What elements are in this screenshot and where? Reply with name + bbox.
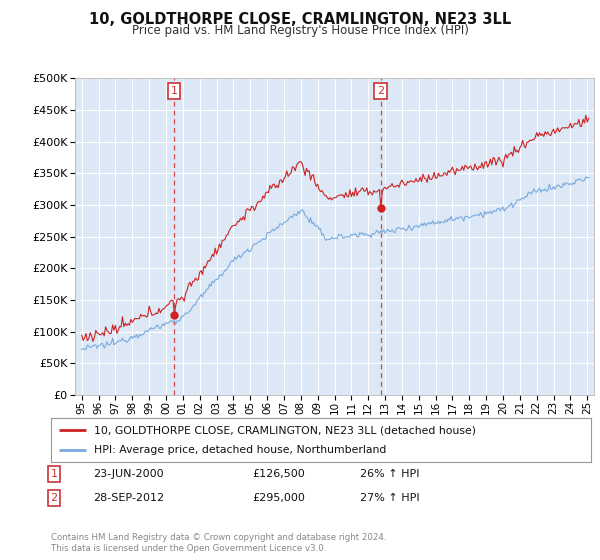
Text: 26% ↑ HPI: 26% ↑ HPI [360,469,419,479]
Text: 28-SEP-2012: 28-SEP-2012 [93,493,164,503]
Text: 1: 1 [50,469,58,479]
Text: 10, GOLDTHORPE CLOSE, CRAMLINGTON, NE23 3LL: 10, GOLDTHORPE CLOSE, CRAMLINGTON, NE23 … [89,12,511,27]
Text: 2: 2 [50,493,58,503]
Text: HPI: Average price, detached house, Northumberland: HPI: Average price, detached house, Nort… [94,445,386,455]
Text: 27% ↑ HPI: 27% ↑ HPI [360,493,419,503]
Text: £126,500: £126,500 [252,469,305,479]
Text: 1: 1 [170,86,178,96]
Text: Price paid vs. HM Land Registry's House Price Index (HPI): Price paid vs. HM Land Registry's House … [131,24,469,36]
Text: 2: 2 [377,86,385,96]
Text: 23-JUN-2000: 23-JUN-2000 [93,469,164,479]
Text: 10, GOLDTHORPE CLOSE, CRAMLINGTON, NE23 3LL (detached house): 10, GOLDTHORPE CLOSE, CRAMLINGTON, NE23 … [94,425,476,435]
Text: £295,000: £295,000 [252,493,305,503]
Text: Contains HM Land Registry data © Crown copyright and database right 2024.
This d: Contains HM Land Registry data © Crown c… [51,533,386,553]
